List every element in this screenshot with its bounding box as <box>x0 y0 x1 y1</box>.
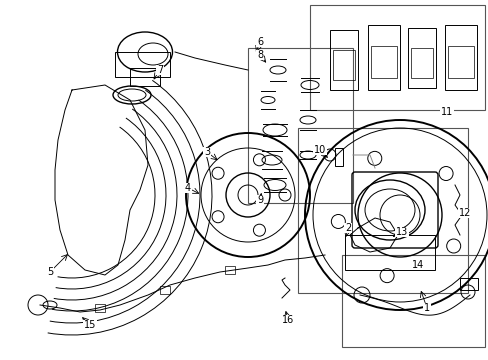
Text: 14: 14 <box>411 260 423 270</box>
Text: 9: 9 <box>256 195 263 205</box>
Bar <box>367 25 399 90</box>
Bar <box>297 128 467 293</box>
Bar <box>115 52 170 77</box>
Text: 1: 1 <box>423 303 429 313</box>
Bar <box>459 278 477 290</box>
Text: 6: 6 <box>256 37 263 47</box>
Bar <box>130 68 160 86</box>
Text: 13: 13 <box>395 227 407 237</box>
Bar <box>345 235 434 270</box>
Text: 15: 15 <box>83 320 96 330</box>
Text: 3: 3 <box>203 147 210 157</box>
Bar <box>447 46 473 78</box>
Bar <box>309 5 484 110</box>
Text: 2: 2 <box>344 223 350 233</box>
Bar <box>332 50 354 80</box>
Bar <box>224 266 235 274</box>
Text: 10: 10 <box>313 145 325 155</box>
Text: 4: 4 <box>184 183 191 193</box>
Bar <box>95 304 105 312</box>
Text: 16: 16 <box>281 315 293 325</box>
Text: 5: 5 <box>47 267 53 277</box>
Bar <box>370 46 396 78</box>
Text: 11: 11 <box>440 107 452 117</box>
Bar <box>407 28 435 88</box>
Bar <box>341 255 484 347</box>
Text: 8: 8 <box>256 50 263 60</box>
Bar <box>247 48 352 203</box>
Bar <box>444 25 476 90</box>
Bar <box>410 48 432 78</box>
Text: 12: 12 <box>458 208 470 218</box>
Bar <box>334 148 342 166</box>
Text: 7: 7 <box>157 65 163 75</box>
Bar <box>329 30 357 90</box>
Bar <box>160 286 170 294</box>
